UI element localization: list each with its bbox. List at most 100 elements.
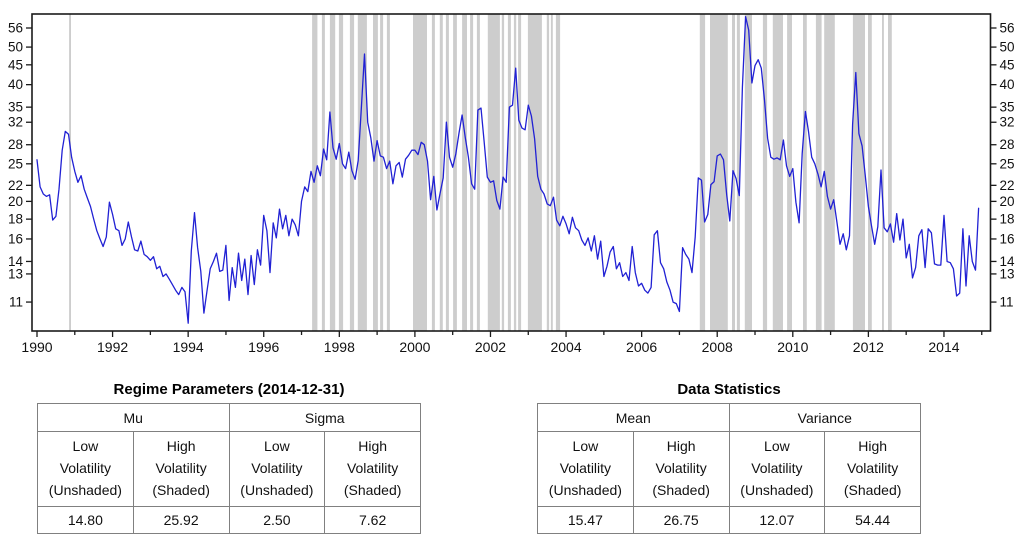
regime-band <box>507 14 511 331</box>
regime-band <box>824 14 835 331</box>
regime-band <box>803 14 807 331</box>
y-axis-label-left: 40 <box>8 77 23 92</box>
regime-parameters-grid: Mu Sigma Low Volatility (Unshaded) High … <box>37 403 421 534</box>
x-axis-year-label: 2006 <box>626 339 657 355</box>
value-mean-low: 15.47 <box>537 506 634 534</box>
y-axis-label-left: 35 <box>8 100 23 115</box>
regime-band <box>487 14 500 331</box>
regime-band <box>882 14 884 331</box>
regime-volatility-chart: 1990 1992 1994 1996 1998 2000 2002 2004 2006 2008… <box>8 13 1015 356</box>
group-header-mean: Mean <box>537 403 730 432</box>
regime-band <box>736 14 740 331</box>
regime-band <box>453 14 457 331</box>
y-axis-label-right: 32 <box>1000 115 1015 130</box>
regime-band <box>888 14 892 331</box>
group-header-variance: Variance <box>728 403 921 432</box>
x-axis-year-label: 1998 <box>324 339 355 355</box>
subheader-sigma-low: Low Volatility (Unshaded) <box>228 431 326 507</box>
y-axis-label-right: 13 <box>1000 266 1015 281</box>
regime-band <box>550 14 553 331</box>
regime-band <box>710 14 728 331</box>
x-axis-year-label: 2004 <box>550 339 581 355</box>
subheader-mean-high: High Volatility (Shaded) <box>632 431 730 507</box>
y-axis-label-left: 32 <box>8 115 23 130</box>
regime-parameters-table: Regime Parameters (2014-12-31) Mu Sigma … <box>37 381 421 534</box>
x-axis-year-label: 2000 <box>399 339 430 355</box>
regime-band <box>445 14 449 331</box>
regime-band <box>815 14 822 331</box>
regime-band <box>546 14 550 331</box>
x-axis-year-label: 2008 <box>702 339 733 355</box>
data-statistics-grid: Mean Variance Low Volatility (Unshaded) … <box>537 403 921 534</box>
regime-band <box>386 14 390 331</box>
y-axis-label-right: 11 <box>1000 295 1014 310</box>
regime-band <box>744 14 752 331</box>
high-volatility-regime-bands <box>69 14 892 331</box>
x-axis-year-label: 2010 <box>777 339 808 355</box>
y-axis-label-left: 56 <box>8 21 23 36</box>
regime-band <box>762 14 768 331</box>
regime-band <box>555 14 561 331</box>
y-axis-label-left: 50 <box>8 40 23 55</box>
y-axis-label-right: 16 <box>1000 231 1015 246</box>
y-axis-label-right: 25 <box>1000 156 1015 171</box>
regime-parameters-title: Regime Parameters (2014-12-31) <box>113 381 345 398</box>
axis-tick-labels: 1990 1992 1994 1996 1998 2000 2002 2004 2006 2008… <box>8 21 1015 356</box>
regime-band <box>699 14 706 331</box>
subheader-sigma-high: High Volatility (Shaded) <box>324 431 421 507</box>
data-statistics-title: Data Statistics <box>677 381 781 398</box>
x-axis-year-label: 1994 <box>173 339 204 355</box>
y-axis-label-left: 25 <box>8 156 23 171</box>
x-axis-year-label: 2012 <box>853 339 884 355</box>
x-axis-year-label: 2014 <box>928 339 959 355</box>
value-mean-high: 26.75 <box>632 506 730 534</box>
data-statistics-table: Data Statistics Mean Variance Low Volati… <box>537 381 921 534</box>
regime-band <box>527 14 542 331</box>
value-sigma-low: 2.50 <box>228 506 326 534</box>
subheader-mu-high: High Volatility (Shaded) <box>132 431 230 507</box>
axis-ticks <box>26 27 997 337</box>
x-axis-year-label: 1992 <box>97 339 128 355</box>
regime-band <box>380 14 384 331</box>
regime-band <box>338 14 344 331</box>
regime-band <box>357 14 367 331</box>
y-axis-label-right: 35 <box>1000 100 1015 115</box>
volatility-index-line <box>36 16 980 324</box>
regime-band <box>772 14 783 331</box>
regime-band <box>321 14 325 331</box>
x-axis-year-label: 2002 <box>475 339 506 355</box>
regime-band <box>462 14 467 331</box>
x-axis-year-label: 1990 <box>21 339 52 355</box>
regime-band <box>312 14 318 331</box>
y-axis-label-left: 22 <box>8 178 23 193</box>
value-sigma-high: 7.62 <box>324 506 421 534</box>
y-axis-label-left: 18 <box>8 212 23 227</box>
regime-band <box>518 14 522 331</box>
group-header-mu: Mu <box>37 403 230 432</box>
regime-band <box>431 14 435 331</box>
y-axis-label-right: 20 <box>1000 194 1015 209</box>
subheader-variance-high: High Volatility (Shaded) <box>824 431 921 507</box>
value-mu-low: 14.80 <box>37 506 134 534</box>
value-mu-high: 25.92 <box>132 506 230 534</box>
y-axis-label-left: 14 <box>8 254 24 269</box>
regime-band <box>852 14 865 331</box>
x-axis-year-label: 1996 <box>248 339 279 355</box>
regime-band <box>329 14 336 331</box>
y-axis-label-left: 45 <box>8 57 23 72</box>
y-axis-label-right: 14 <box>1000 254 1016 269</box>
y-axis-label-left: 13 <box>8 266 23 281</box>
group-header-sigma: Sigma <box>228 403 421 432</box>
regime-band <box>373 14 378 331</box>
subheader-mean-low: Low Volatility (Unshaded) <box>537 431 634 507</box>
regime-band <box>501 14 505 331</box>
value-variance-high: 54.44 <box>824 506 921 534</box>
y-axis-label-right: 22 <box>1000 178 1015 193</box>
y-axis-label-right: 40 <box>1000 77 1015 92</box>
y-axis-label-left: 16 <box>8 231 23 246</box>
y-axis-label-right: 45 <box>1000 57 1015 72</box>
y-axis-label-left: 11 <box>9 295 23 310</box>
value-variance-low: 12.07 <box>728 506 826 534</box>
subheader-variance-low: Low Volatility (Unshaded) <box>728 431 826 507</box>
